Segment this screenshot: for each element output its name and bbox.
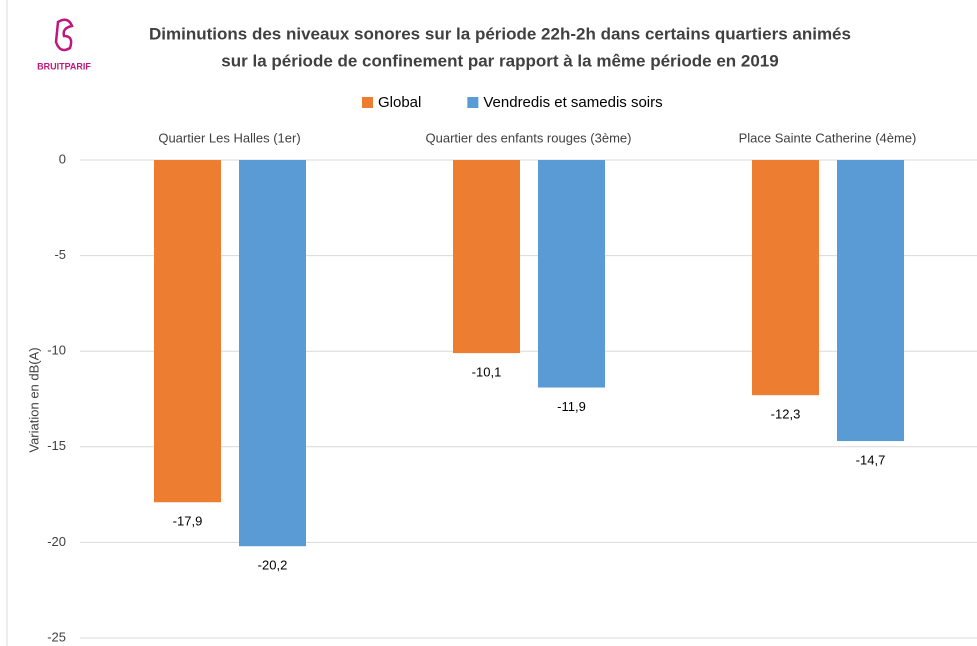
data-label: -10,1 <box>472 365 502 380</box>
data-label: -14,7 <box>856 453 886 468</box>
bar <box>538 160 605 388</box>
category-label: Place Sainte Catherine (4ème) <box>739 130 917 145</box>
bar <box>453 160 520 354</box>
legend-swatch <box>467 97 479 108</box>
bar <box>752 160 819 396</box>
logo: BRUITPARIF <box>37 18 91 71</box>
category-label: Quartier des enfants rouges (3ème) <box>426 130 632 145</box>
bar <box>154 160 221 503</box>
chart-title: sur la période de confinement par rappor… <box>221 51 778 70</box>
y-axis-label: Variation en dB(A) <box>26 347 41 452</box>
y-tick-label: -10 <box>47 343 66 358</box>
legend-swatch <box>362 97 373 108</box>
data-label: -20,2 <box>258 558 288 573</box>
bar <box>239 160 306 547</box>
legend-label: Global <box>378 94 421 111</box>
data-label: -11,9 <box>557 399 586 414</box>
y-tick-label: 0 <box>59 151 66 166</box>
legend-label: Vendredis et samedis soirs <box>483 94 662 111</box>
y-tick-label: -15 <box>47 438 66 453</box>
chart-title: Diminutions des niveaux sonores sur la p… <box>149 24 851 43</box>
y-tick-label: -5 <box>54 247 66 262</box>
y-tick-label: -25 <box>47 629 66 644</box>
data-label: -17,9 <box>173 514 203 529</box>
data-label: -12,3 <box>771 407 801 422</box>
category-label: Quartier Les Halles (1er) <box>158 130 300 145</box>
y-tick-label: -20 <box>47 534 66 549</box>
logo-icon <box>54 18 74 52</box>
bar <box>837 160 904 442</box>
logo-text: BRUITPARIF <box>37 61 91 71</box>
